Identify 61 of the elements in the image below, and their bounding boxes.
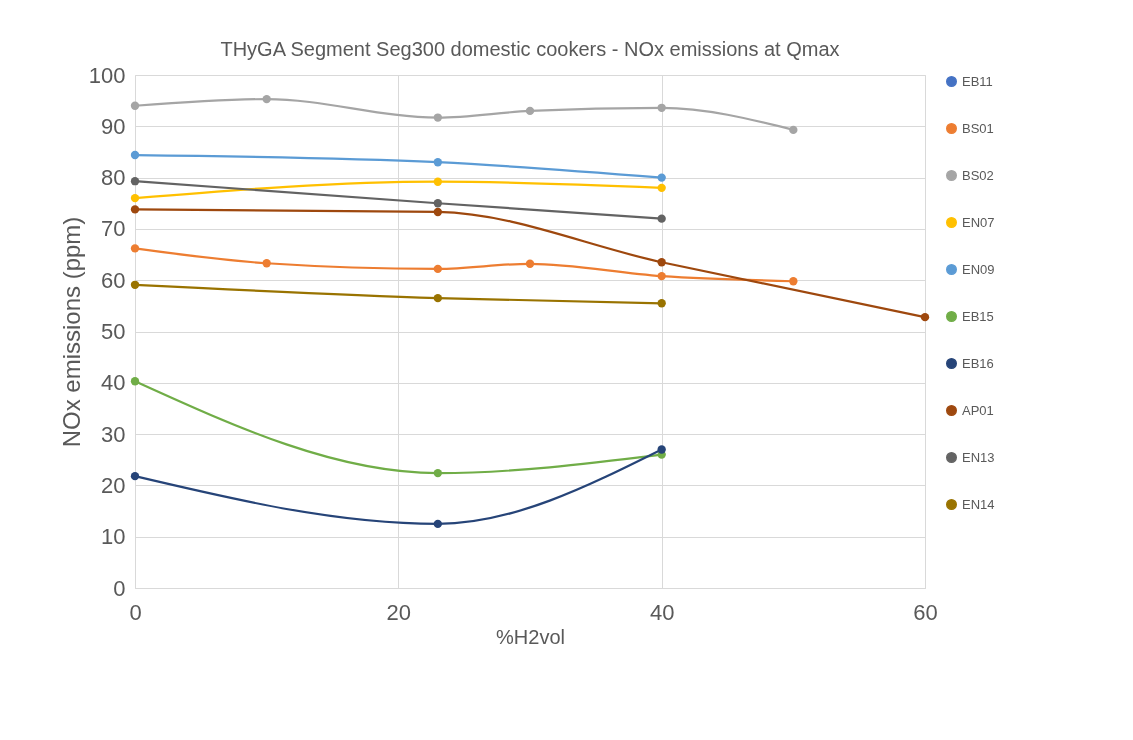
point	[433, 519, 443, 529]
y-tick-label: 60	[101, 267, 126, 293]
y-tick-label: 90	[101, 113, 126, 139]
x-axis-title: %H2vol	[496, 625, 565, 648]
legend-label: EN13	[962, 449, 995, 465]
point	[433, 264, 443, 274]
point	[130, 244, 140, 253]
point	[433, 468, 443, 478]
point	[657, 183, 666, 193]
point	[433, 177, 443, 186]
point	[433, 199, 443, 208]
y-tick-label: 70	[101, 216, 126, 242]
y-tick-label: 80	[101, 165, 126, 191]
point	[433, 207, 443, 217]
point	[130, 101, 140, 110]
legend-label: AP01	[962, 402, 994, 418]
y-axis-title: NOx emissions (ppm)	[57, 216, 85, 448]
legend-label: EB16	[962, 355, 994, 371]
x-tick-label: 0	[129, 599, 142, 625]
y-tick-label: 100	[88, 62, 126, 88]
point	[920, 312, 930, 322]
point	[130, 150, 140, 160]
point	[657, 299, 666, 308]
legend-label: EN07	[962, 214, 995, 230]
legend-label: EN09	[962, 261, 995, 277]
y-tick-label: 30	[101, 421, 126, 447]
y-tick-label: 10	[101, 524, 126, 550]
point	[262, 94, 271, 104]
y-tick-label: 50	[101, 319, 126, 344]
point	[433, 113, 443, 122]
point	[525, 259, 535, 268]
point	[657, 103, 666, 113]
point	[789, 125, 798, 135]
point	[130, 471, 140, 481]
legend-label: EB15	[962, 308, 994, 324]
x-tick-label: 40	[649, 599, 675, 625]
point	[657, 173, 666, 182]
point	[657, 445, 666, 454]
point	[657, 214, 666, 223]
point	[433, 158, 443, 167]
point	[130, 205, 140, 214]
x-tick-label: 60	[913, 599, 938, 625]
point	[657, 271, 666, 281]
legend-label: BS01	[962, 120, 994, 136]
legend-label: EB11	[962, 73, 993, 89]
point	[262, 259, 271, 268]
point	[130, 193, 140, 203]
y-tick-label: 0	[113, 575, 126, 601]
point	[789, 277, 798, 286]
legend-label: BS02	[962, 167, 994, 183]
legend-label: EN14	[962, 496, 995, 512]
point	[433, 293, 443, 303]
point	[130, 377, 140, 386]
point	[525, 106, 535, 116]
chart-title: THyGA Segment Seg300 domestic cookers - NOx emissions at Qmax	[220, 38, 840, 60]
y-tick-label: 40	[101, 370, 126, 396]
point	[657, 258, 666, 267]
x-tick-label: 20	[386, 599, 412, 625]
point	[130, 177, 140, 186]
point	[130, 280, 140, 289]
y-tick-label: 20	[101, 472, 126, 498]
